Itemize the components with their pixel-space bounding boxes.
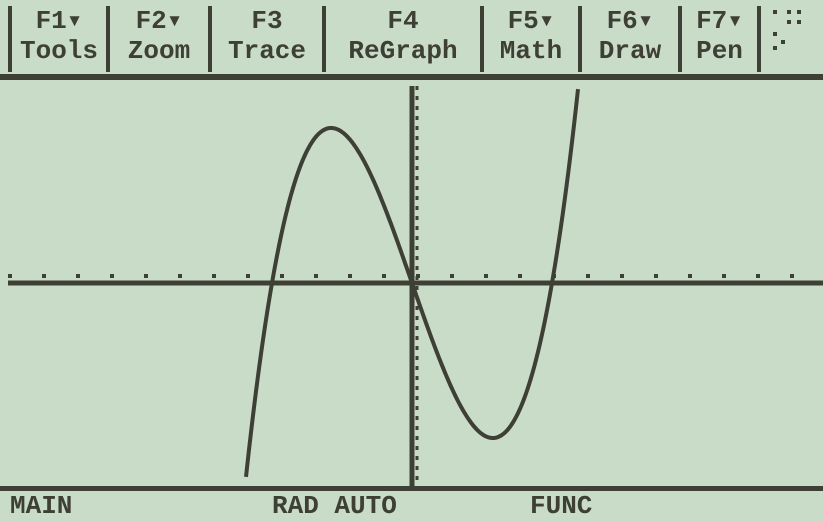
status-angle: RAD AUTO — [272, 491, 397, 521]
icon — [767, 6, 817, 56]
graph-area — [0, 80, 823, 486]
toolbar-tab[interactable]: F1▾Tools — [8, 6, 106, 72]
status-mode: MAIN — [10, 491, 72, 521]
tab-label: Tools — [12, 36, 106, 66]
toolbar-tab[interactable]: F7▾Pen — [678, 6, 757, 72]
toolbar-tab[interactable]: F2▾Zoom — [106, 6, 208, 72]
tab-key: F6▾ — [582, 6, 678, 36]
tab-label: Draw — [582, 36, 678, 66]
tab-key: F3 — [212, 6, 322, 36]
tab-label: ReGraph — [326, 36, 480, 66]
toolbar-tab[interactable]: F5▾Math — [480, 6, 578, 72]
tab-key: F1▾ — [12, 6, 106, 36]
tab-label: Math — [484, 36, 578, 66]
status-graph: FUNC — [530, 491, 592, 521]
tab-label: Zoom — [110, 36, 208, 66]
calculator-screen: F1▾ToolsF2▾ZoomF3TraceF4ReGraphF5▾MathF6… — [0, 0, 823, 521]
tab-key: F2▾ — [110, 6, 208, 36]
tab-label: Pen — [682, 36, 757, 66]
tab-label: Trace — [212, 36, 322, 66]
tab-key: F7▾ — [682, 6, 757, 36]
page: F1▾ToolsF2▾ZoomF3TraceF4ReGraphF5▾MathF6… — [0, 0, 823, 521]
toolbar-tab[interactable]: F6▾Draw — [578, 6, 678, 72]
status-bar: MAIN RAD AUTO FUNC — [0, 486, 823, 521]
status-icon — [757, 6, 823, 72]
tab-key: F4 — [326, 6, 480, 36]
tab-key: F5▾ — [484, 6, 578, 36]
